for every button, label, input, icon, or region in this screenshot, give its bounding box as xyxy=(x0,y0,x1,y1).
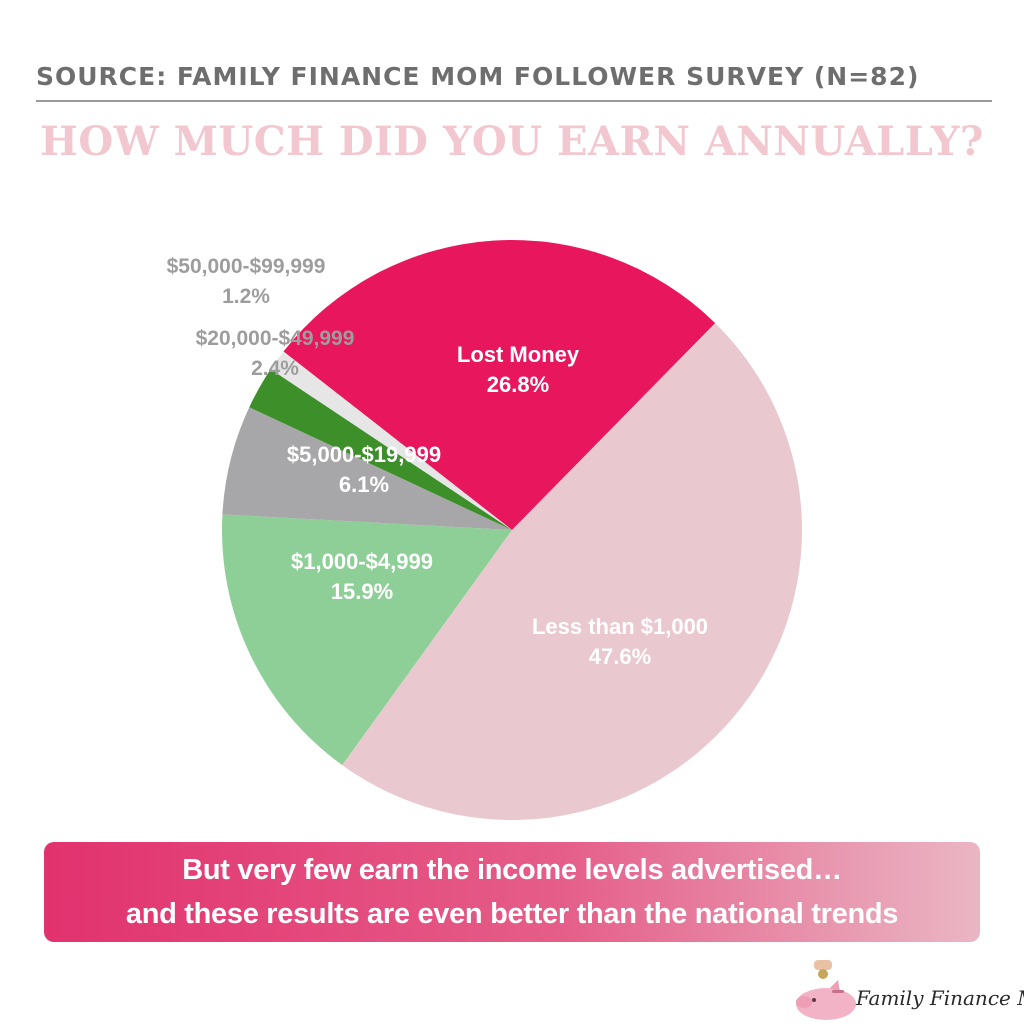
slice-value-5-000-19-999: 6.1% xyxy=(339,472,389,497)
brand-name: Family Finance Mom xyxy=(856,986,1024,1010)
pie-chart: Lost Money 26.8% Less than $1,000 47.6% $1,0… xyxy=(167,239,802,820)
slice-label-50-000-99-999: $50,000-$99,999 xyxy=(167,255,326,278)
pie-slice-20-000-49-999 xyxy=(249,369,513,530)
slice-value-50-000-99-999: 1.2% xyxy=(222,285,270,308)
slice-label-5-000-19-999: $5,000-$19,999 xyxy=(287,442,441,467)
source-note: SOURCE: FAMILY FINANCE MOM FOLLOWER SURV… xyxy=(36,62,920,91)
callout-banner: But very few earn the income levels adve… xyxy=(44,842,980,942)
header-divider xyxy=(36,100,992,102)
banner-line-2: and these results are even better than t… xyxy=(125,898,899,930)
slice-value-1-000-4-999: 15.9% xyxy=(331,579,393,604)
slice-value-lost-money: 26.8% xyxy=(487,372,549,397)
pie-slice-1-000-4-999 xyxy=(222,514,512,766)
slice-value-20-000-49-999: 2.4% xyxy=(251,357,299,380)
banner-line-1: But very few earn the income levels adve… xyxy=(182,854,842,886)
slice-label-lost-money: Lost Money xyxy=(457,342,580,367)
pie-slice-5-000-19-999 xyxy=(222,407,512,530)
slice-value-less-than-1-000: 47.6% xyxy=(589,644,651,669)
slice-label-1-000-4-999: $1,000-$4,999 xyxy=(291,549,433,574)
slice-label-less-than-1-000: Less than $1,000 xyxy=(532,614,708,639)
pie-slice-50-000-99-999 xyxy=(270,351,512,530)
chart-title: HOW MUCH DID YOU EARN ANNUALLY? xyxy=(40,118,984,165)
pie-slice-less-than-1-000 xyxy=(342,323,802,820)
pie-slice-lost-money xyxy=(283,239,716,530)
slice-label-20-000-49-999: $20,000-$49,999 xyxy=(196,327,355,350)
piggy-bank-icon xyxy=(796,960,856,1020)
